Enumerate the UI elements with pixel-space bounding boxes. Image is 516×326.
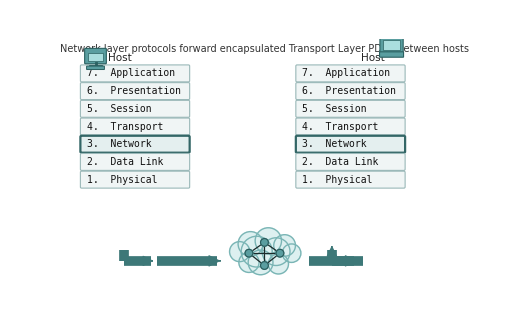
FancyBboxPatch shape xyxy=(80,171,190,188)
Text: 4.  Transport: 4. Transport xyxy=(87,122,164,131)
Text: 3.  Network: 3. Network xyxy=(302,139,367,149)
Text: 2.  Data Link: 2. Data Link xyxy=(302,157,379,167)
Circle shape xyxy=(238,231,263,256)
Text: 3.  Network: 3. Network xyxy=(87,139,152,149)
Circle shape xyxy=(268,254,288,274)
Text: Network layer protocols forward encapsulated Transport Layer PDUs between hosts: Network layer protocols forward encapsul… xyxy=(60,44,469,54)
FancyBboxPatch shape xyxy=(383,40,400,50)
FancyBboxPatch shape xyxy=(80,82,190,99)
Circle shape xyxy=(262,238,290,265)
FancyBboxPatch shape xyxy=(87,66,104,69)
FancyBboxPatch shape xyxy=(85,48,106,64)
Text: 6.  Presentation: 6. Presentation xyxy=(87,86,181,96)
FancyBboxPatch shape xyxy=(296,65,405,82)
Circle shape xyxy=(248,250,273,275)
FancyBboxPatch shape xyxy=(80,65,190,82)
FancyBboxPatch shape xyxy=(80,100,190,117)
Circle shape xyxy=(274,235,296,256)
Text: 2.  Data Link: 2. Data Link xyxy=(87,157,164,167)
Circle shape xyxy=(239,252,259,273)
FancyBboxPatch shape xyxy=(80,154,190,170)
FancyBboxPatch shape xyxy=(296,154,405,170)
FancyBboxPatch shape xyxy=(380,36,403,53)
Text: 1.  Physical: 1. Physical xyxy=(87,175,157,185)
Text: 4.  Transport: 4. Transport xyxy=(302,122,379,131)
FancyBboxPatch shape xyxy=(296,136,405,153)
Circle shape xyxy=(245,249,253,257)
FancyBboxPatch shape xyxy=(296,171,405,188)
FancyBboxPatch shape xyxy=(296,100,405,117)
FancyBboxPatch shape xyxy=(80,136,190,153)
FancyBboxPatch shape xyxy=(88,53,103,61)
Circle shape xyxy=(261,239,268,246)
Text: 5.  Session: 5. Session xyxy=(302,104,367,114)
Text: 7.  Application: 7. Application xyxy=(87,68,175,78)
FancyBboxPatch shape xyxy=(296,118,405,135)
FancyBboxPatch shape xyxy=(380,52,404,57)
Text: Host: Host xyxy=(361,52,385,63)
Circle shape xyxy=(255,228,282,254)
FancyBboxPatch shape xyxy=(296,82,405,99)
Text: 5.  Session: 5. Session xyxy=(87,104,152,114)
Text: 7.  Application: 7. Application xyxy=(302,68,391,78)
Circle shape xyxy=(276,249,284,257)
Circle shape xyxy=(261,262,268,269)
Text: Host: Host xyxy=(108,52,132,63)
FancyBboxPatch shape xyxy=(80,118,190,135)
Text: 1.  Physical: 1. Physical xyxy=(302,175,373,185)
Circle shape xyxy=(282,244,301,262)
Circle shape xyxy=(230,242,250,262)
Text: 6.  Presentation: 6. Presentation xyxy=(302,86,396,96)
Circle shape xyxy=(241,236,272,267)
